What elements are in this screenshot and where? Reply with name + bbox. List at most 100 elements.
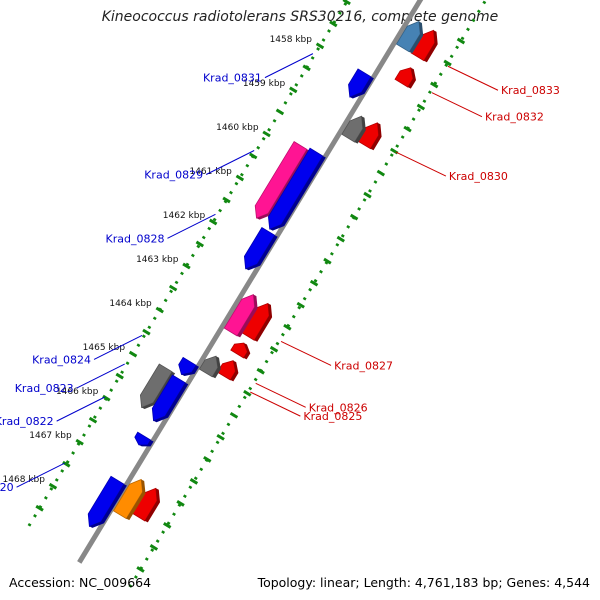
gene-label: Krad_0823 xyxy=(15,382,74,395)
gene-label-leader xyxy=(250,391,301,417)
gene-label: Krad_0824 xyxy=(32,353,91,366)
gene-arrow-shade xyxy=(423,30,438,63)
tick-mark xyxy=(115,372,124,380)
gene-label-leader xyxy=(395,151,447,177)
tick-mark xyxy=(430,81,439,89)
gene-arrow-shade xyxy=(354,116,366,144)
tick-mark xyxy=(416,103,426,111)
tick-mark xyxy=(62,460,71,468)
tick-mark xyxy=(142,328,151,336)
tick-mark xyxy=(269,345,279,353)
gene-arrow xyxy=(348,68,372,98)
gene-label: Krad_0829 xyxy=(144,169,203,182)
gene-label-leader xyxy=(280,341,332,366)
gene-label: Krad_0831 xyxy=(203,72,262,85)
gene-arrow xyxy=(198,355,219,378)
backbone-line xyxy=(77,0,424,564)
gene-arrow-shade xyxy=(230,360,239,382)
gene-label-leader xyxy=(205,150,255,175)
gene-label: Krad_0822 xyxy=(0,415,54,428)
tick-mark xyxy=(235,174,245,182)
gene-label-leader xyxy=(255,382,306,408)
gene-arrow-shade xyxy=(256,149,310,220)
tick-mark xyxy=(249,152,258,160)
accession-text: Accession: NC_009664 xyxy=(9,575,152,590)
gene-arrow-shade xyxy=(243,343,251,360)
tick-mark xyxy=(189,477,199,485)
gene-arrow xyxy=(216,360,236,381)
tick-mark xyxy=(163,522,172,529)
tick-mark xyxy=(195,240,205,248)
topology-text: Topology: linear; Length: 4,761,183 bp; … xyxy=(257,575,590,590)
tick-mark xyxy=(149,544,159,551)
gene-label-leader xyxy=(93,335,143,360)
kbp-label: 1460 kbp xyxy=(216,123,259,133)
gene-label-leader xyxy=(76,363,125,389)
gene-label: Krad_0826 xyxy=(309,401,368,414)
gene-arrow-shade xyxy=(409,21,424,54)
gene-label-leader xyxy=(431,92,483,118)
kbp-label: 1459 kbp xyxy=(243,79,286,89)
tick-mark xyxy=(208,218,218,226)
gene-label-leader xyxy=(56,396,105,422)
tick-mark xyxy=(102,394,111,402)
tick-mark xyxy=(309,279,319,287)
gene-arrow-shade xyxy=(269,156,326,231)
gene-arrow-shade xyxy=(407,67,416,89)
tick-mark xyxy=(35,504,44,512)
kbp-label: 1462 kbp xyxy=(163,211,206,221)
gene-label: Krad_0825 xyxy=(303,410,362,423)
kbp-label: 1466 kbp xyxy=(56,387,99,397)
tick-mark xyxy=(155,306,164,314)
kbp-label: 1463 kbp xyxy=(136,255,179,265)
gene-label: Krad_0833 xyxy=(501,84,560,97)
tick-mark xyxy=(349,213,359,221)
gene-arrow-shade xyxy=(138,440,154,447)
gene-arrow xyxy=(134,431,152,446)
tick-mark xyxy=(296,301,305,309)
tick-mark xyxy=(136,566,145,573)
gene-arrow xyxy=(395,20,421,53)
tick-mark xyxy=(256,367,265,375)
map-title: Kineococcus radiotolerans SRS30216, comp… xyxy=(101,9,499,25)
tick-mark xyxy=(302,64,311,72)
gene-arrow-shade xyxy=(153,382,189,423)
gene-arrow-shade xyxy=(349,76,374,99)
gene-arrow-shade xyxy=(126,479,146,521)
gene-arrow-shade xyxy=(144,488,160,523)
kbp-label: 1468 kbp xyxy=(3,475,46,485)
tick-mark xyxy=(182,262,191,270)
gene-label-leader xyxy=(16,462,65,488)
gene-arrow-shade xyxy=(141,371,176,409)
gene-arrow-shade xyxy=(237,294,258,338)
gene-label: Krad_0830 xyxy=(449,170,508,183)
tick-mark xyxy=(48,482,58,490)
tick-mark xyxy=(363,191,372,199)
tick-mark xyxy=(128,350,138,358)
tick-mark xyxy=(88,416,98,424)
kbp-label: 1465 kbp xyxy=(83,343,126,353)
gene-arrow xyxy=(254,141,308,219)
gene-label: Krad_0827 xyxy=(334,359,393,372)
tick-mark xyxy=(216,433,225,441)
tick-mark xyxy=(443,59,452,67)
tick-mark xyxy=(336,235,345,243)
tick-mark xyxy=(75,438,84,446)
tick-mark xyxy=(229,411,239,419)
kbp-label: 1457 kbp xyxy=(296,0,339,1)
tick-mark xyxy=(342,0,351,6)
tick-mark xyxy=(376,169,386,177)
tick-mark xyxy=(289,86,298,94)
gene-arrow-shade xyxy=(245,235,278,271)
gene-arrow xyxy=(139,363,173,409)
tick-mark xyxy=(456,37,466,45)
gene-arrow-shade xyxy=(370,122,382,151)
tick-mark xyxy=(283,323,292,331)
tick-mark xyxy=(203,455,212,463)
gene-label-leader xyxy=(167,213,216,239)
gene-label: Krad_0832 xyxy=(485,111,544,124)
gene-arrow-shade xyxy=(212,356,221,379)
tick-mark xyxy=(403,125,412,133)
tick-mark xyxy=(275,108,285,116)
